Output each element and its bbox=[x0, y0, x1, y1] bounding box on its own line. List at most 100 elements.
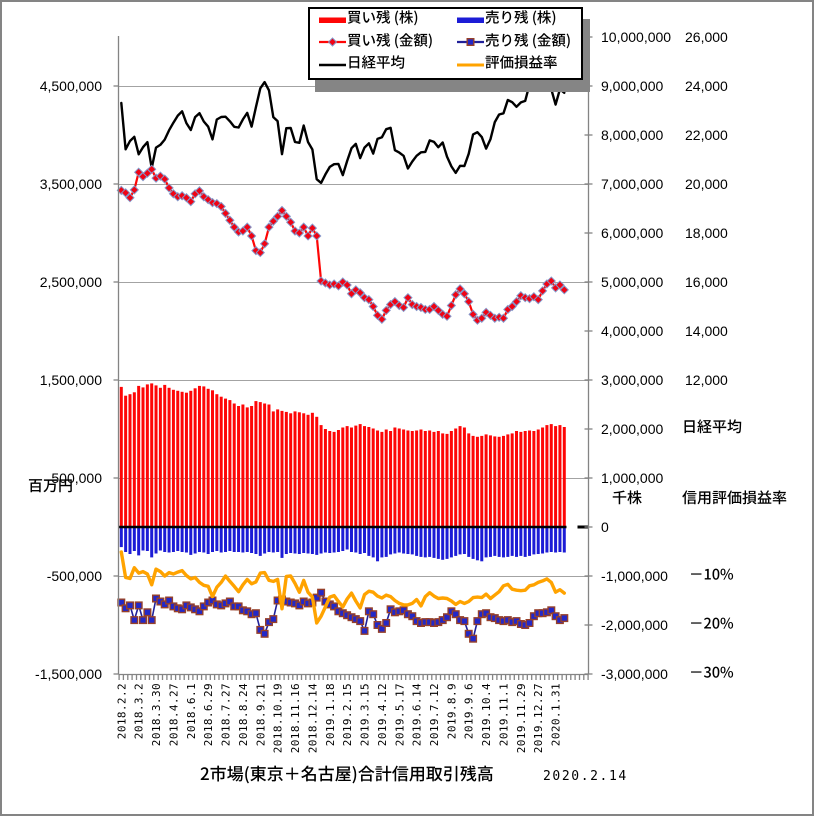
bar-uri-zan bbox=[432, 527, 436, 558]
bar-kai-zan bbox=[215, 394, 219, 527]
x-label: 2018.6.1 bbox=[185, 683, 198, 739]
bar-uri-zan bbox=[137, 527, 141, 556]
bar-uri-zan bbox=[423, 527, 427, 558]
bar-uri-zan bbox=[128, 527, 132, 554]
marker-diamond bbox=[442, 311, 452, 322]
bar-kai-zan bbox=[128, 394, 132, 527]
marker-square bbox=[317, 588, 326, 597]
bar-kai-zan bbox=[328, 431, 332, 527]
marker-diamond bbox=[507, 301, 517, 312]
bar-kai-zan bbox=[523, 431, 527, 527]
bar-kai-zan bbox=[297, 412, 301, 527]
series-uri-zan-kabu-bars bbox=[119, 527, 566, 562]
bar-uri-zan bbox=[211, 527, 214, 552]
marker-diamond bbox=[264, 222, 274, 232]
bar-uri-zan bbox=[475, 527, 479, 561]
bar-uri-zan bbox=[184, 527, 188, 553]
marker-square bbox=[451, 610, 460, 619]
y-axis-nikkei-label: 26,000 bbox=[685, 29, 728, 45]
bar-kai-zan bbox=[402, 429, 406, 527]
bar-uri-zan bbox=[310, 527, 314, 554]
bar-kai-zan bbox=[363, 426, 367, 527]
bar-kai-zan bbox=[415, 430, 419, 527]
marker-diamond bbox=[160, 174, 170, 184]
bar-uri-zan bbox=[332, 527, 336, 553]
bar-kai-zan bbox=[510, 433, 514, 527]
marker-square bbox=[138, 616, 147, 625]
marker-diamond bbox=[246, 231, 257, 241]
bar-uri-zan bbox=[515, 527, 519, 557]
marker-diamond bbox=[277, 205, 287, 216]
y-axis-nikkei-label: 22,000 bbox=[685, 127, 728, 143]
bar-uri-zan bbox=[441, 527, 445, 560]
marker-diamond bbox=[307, 223, 318, 233]
y-axis-percent-label bbox=[689, 565, 735, 588]
bar-kai-zan bbox=[536, 429, 540, 527]
bar-uri-zan bbox=[267, 527, 271, 552]
bar-uri-zan bbox=[163, 527, 167, 552]
bar-kai-zan bbox=[454, 428, 458, 527]
bar-uri-zan bbox=[462, 527, 466, 554]
y-axis-shares-label: 8,000,000 bbox=[601, 127, 664, 143]
bar-kai-zan bbox=[206, 388, 210, 527]
bar-kai-zan bbox=[284, 411, 288, 527]
bar-kai-zan bbox=[393, 427, 397, 527]
bar-kai-zan bbox=[349, 427, 353, 527]
y-axis-nikkei-label: 18,000 bbox=[685, 225, 728, 241]
bar-uri-zan bbox=[328, 527, 332, 553]
x-label: 2019.6.14 bbox=[411, 683, 424, 746]
y-axis-shares-label: 4,000,000 bbox=[601, 323, 664, 339]
bar-uri-zan bbox=[263, 527, 267, 554]
y-axis-money-label: 1,500,000 bbox=[39, 372, 102, 388]
bar-kai-zan bbox=[467, 433, 471, 527]
bar-uri-zan bbox=[406, 527, 410, 554]
bar-uri-zan bbox=[171, 527, 175, 552]
bar-uri-zan bbox=[241, 527, 245, 553]
marker-square bbox=[134, 601, 143, 610]
bar-kai-zan bbox=[449, 431, 453, 527]
marker-square bbox=[369, 610, 378, 619]
marker-square bbox=[225, 597, 234, 606]
marker-diamond bbox=[129, 185, 140, 195]
bar-uri-zan bbox=[371, 527, 375, 558]
bar-uri-zan bbox=[471, 527, 475, 559]
bar-kai-zan bbox=[193, 388, 197, 527]
x-label: 2018.10.19 bbox=[272, 683, 285, 753]
bar-uri-zan bbox=[419, 527, 423, 557]
marker-square bbox=[560, 614, 569, 623]
pct-axis-title bbox=[682, 488, 788, 512]
bar-kai-zan bbox=[154, 385, 158, 527]
marker-diamond bbox=[255, 247, 265, 258]
bar-uri-zan bbox=[158, 527, 162, 551]
legend-label-1 bbox=[485, 8, 558, 31]
series-hyouka-soneki-line bbox=[119, 550, 566, 625]
bar-kai-zan bbox=[224, 398, 228, 527]
bar-uri-zan bbox=[154, 527, 158, 554]
x-label: 2018.9.21 bbox=[254, 683, 267, 746]
bar-uri-zan bbox=[245, 527, 249, 552]
bar-kai-zan bbox=[501, 435, 505, 527]
bar-kai-zan bbox=[341, 427, 345, 527]
marker-diamond bbox=[446, 300, 457, 311]
bar-uri-zan bbox=[302, 527, 306, 553]
bar-uri-zan bbox=[480, 527, 484, 562]
bar-uri-zan bbox=[237, 527, 241, 552]
bar-uri-zan bbox=[376, 527, 380, 562]
y-axis-nikkei-label: 16,000 bbox=[685, 274, 728, 290]
bar-kai-zan bbox=[280, 410, 284, 527]
marker-diamond bbox=[381, 305, 391, 316]
bar-uri-zan bbox=[488, 527, 492, 557]
bar-kai-zan bbox=[271, 411, 275, 527]
x-label: 2018.3.30 bbox=[150, 683, 163, 746]
bar-kai-zan bbox=[163, 384, 167, 527]
marker-diamond bbox=[216, 201, 226, 212]
x-label: 2018.11.16 bbox=[289, 683, 302, 753]
marker-diamond bbox=[498, 313, 509, 323]
bar-kai-zan bbox=[228, 400, 232, 527]
y-axis-shares-label: 5,000,000 bbox=[601, 274, 664, 290]
y-axis-shares-label: 0 bbox=[601, 519, 609, 535]
bar-uri-zan bbox=[119, 527, 123, 548]
bar-kai-zan bbox=[189, 390, 193, 527]
